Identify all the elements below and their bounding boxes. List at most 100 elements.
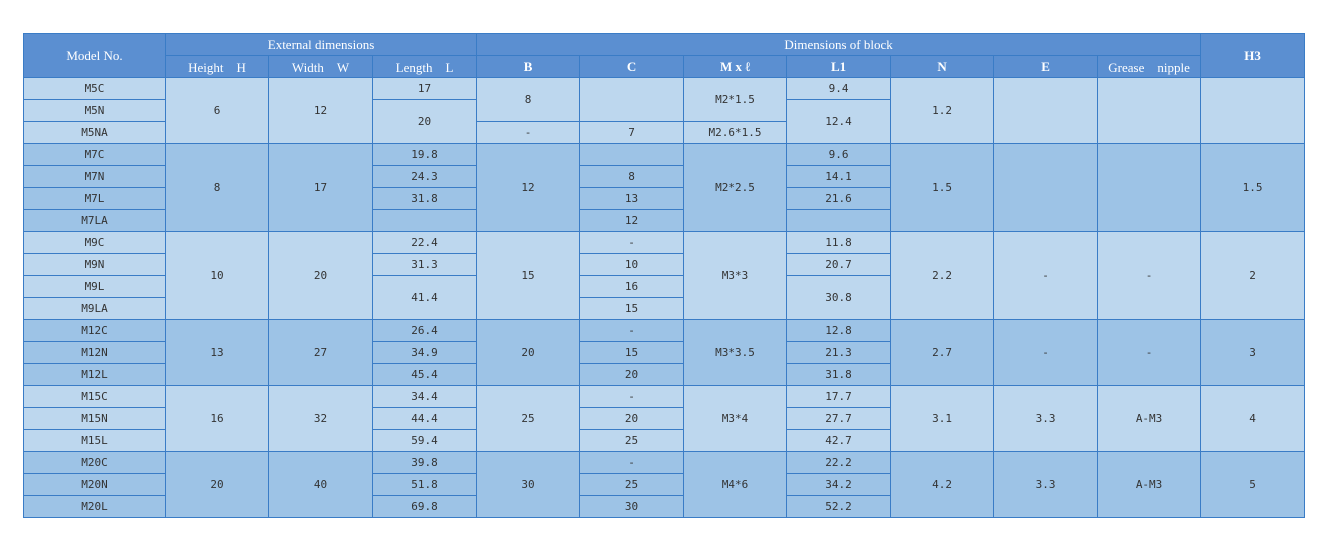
cell: 10	[579, 253, 685, 276]
cell: M7N	[23, 165, 166, 188]
cell: -	[579, 385, 685, 408]
cell: M9C	[23, 231, 166, 254]
cell: M12L	[23, 363, 166, 386]
cell: 7	[579, 121, 685, 144]
cell: 15	[476, 231, 581, 320]
cell: 42.7	[786, 429, 892, 452]
cell: 3.3	[993, 385, 1099, 452]
cell: 22.4	[371, 231, 478, 254]
cell: 3.1	[890, 385, 995, 452]
cell: M2.6*1.5	[683, 121, 788, 144]
cell: 30	[579, 495, 685, 518]
cell: M7C	[23, 143, 166, 166]
header-cell: L1	[786, 55, 892, 78]
cell: M5C	[23, 77, 166, 100]
cell: 15	[579, 341, 685, 364]
header-cell: H3	[1200, 33, 1306, 78]
cell: -	[579, 319, 685, 342]
cell: 12.8	[786, 319, 892, 342]
header-cell: N	[890, 55, 995, 78]
cell: M7LA	[23, 209, 166, 232]
header-cell: Width W	[268, 55, 373, 78]
cell	[579, 77, 685, 122]
cell: 34.9	[371, 341, 478, 364]
cell: M4*6	[683, 451, 788, 518]
header-cell: M x ℓ	[683, 55, 788, 78]
cell: 44.4	[371, 407, 478, 430]
cell: 25	[476, 385, 581, 452]
cell: 8	[165, 143, 269, 232]
cell: 10	[165, 231, 269, 320]
cell: 26.4	[371, 319, 478, 342]
cell: M20N	[23, 473, 166, 496]
cell: 41.4	[371, 275, 478, 320]
spec-table: Model No. External dimensions Dimensions o…	[23, 33, 1306, 518]
cell: M15L	[23, 429, 166, 452]
header-cell: B	[476, 55, 581, 78]
cell: 52.2	[786, 495, 892, 518]
cell: 17	[371, 77, 478, 100]
cell: M5N	[23, 99, 166, 122]
cell: 25	[579, 473, 685, 496]
cell: 32	[268, 385, 373, 452]
cell: 45.4	[371, 363, 478, 386]
cell: -	[1097, 319, 1202, 386]
cell: 51.8	[371, 473, 478, 496]
cell: -	[476, 121, 581, 144]
cell: 15	[579, 297, 685, 320]
cell: 5	[1200, 451, 1306, 518]
cell: 2.7	[890, 319, 995, 386]
cell: 30	[476, 451, 581, 518]
cell: 16	[165, 385, 269, 452]
cell: 2	[1200, 231, 1306, 320]
cell: -	[1097, 231, 1202, 320]
cell: M15N	[23, 407, 166, 430]
cell: 13	[165, 319, 269, 386]
cell: M12N	[23, 341, 166, 364]
cell: 12	[579, 209, 685, 232]
cell: -	[579, 451, 685, 474]
cell	[371, 209, 478, 232]
header-cell: E	[993, 55, 1099, 78]
cell: 8	[579, 165, 685, 188]
cell: 21.3	[786, 341, 892, 364]
cell: 39.8	[371, 451, 478, 474]
cell: -	[993, 231, 1099, 320]
cell: -	[579, 231, 685, 254]
cell: M15C	[23, 385, 166, 408]
cell: 31.3	[371, 253, 478, 276]
cell: M2*2.5	[683, 143, 788, 232]
cell: M5NA	[23, 121, 166, 144]
cell: 1.2	[890, 77, 995, 144]
header-cell: Length L	[371, 55, 478, 78]
cell	[993, 143, 1099, 232]
cell: 1.5	[1200, 143, 1306, 232]
cell: 14.1	[786, 165, 892, 188]
header-cell: External dimensions	[164, 33, 478, 56]
cell: 31.8	[786, 363, 892, 386]
cell	[1097, 77, 1202, 144]
cell: 1.5	[890, 143, 995, 232]
cell: 20	[579, 363, 685, 386]
cell: 20	[268, 231, 373, 320]
cell: M9LA	[23, 297, 166, 320]
cell: M20C	[23, 451, 166, 474]
cell: 34.4	[371, 385, 478, 408]
cell: 8	[476, 77, 581, 122]
cell: 20	[579, 407, 685, 430]
cell: 40	[268, 451, 373, 518]
cell: M20L	[23, 495, 166, 518]
cell: 19.8	[371, 143, 478, 166]
cell: M3*3.5	[683, 319, 788, 386]
cell: 9.4	[786, 77, 892, 100]
cell: 30.8	[786, 275, 892, 320]
cell: 9.6	[786, 143, 892, 166]
cell	[1097, 143, 1202, 232]
cell: M7L	[23, 187, 166, 210]
cell: 12.4	[786, 99, 892, 144]
cell: 20.7	[786, 253, 892, 276]
cell: 4	[1200, 385, 1306, 452]
header-cell: Height H	[165, 55, 269, 78]
cell: 24.3	[371, 165, 478, 188]
